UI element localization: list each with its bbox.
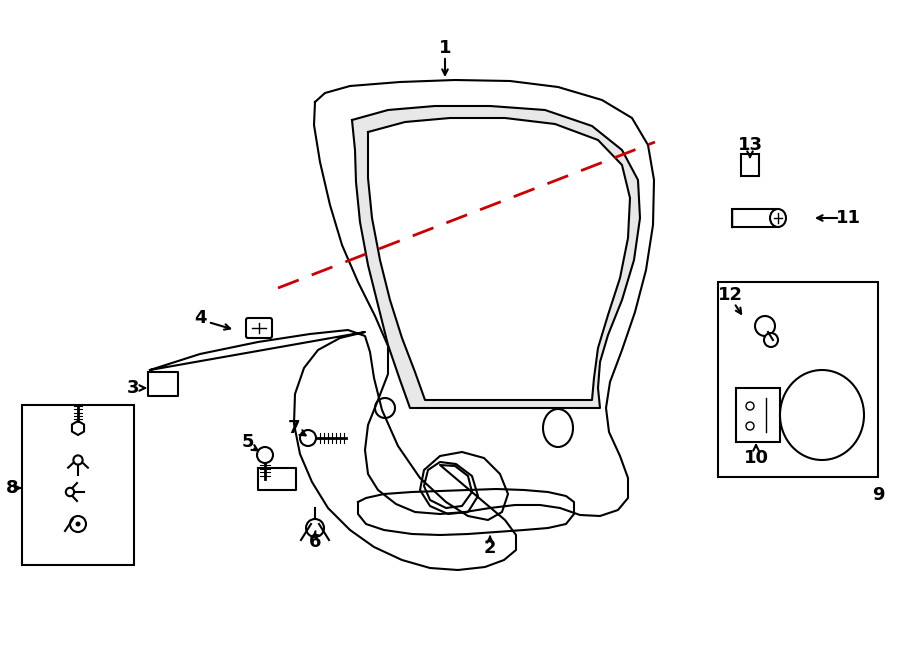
Circle shape [764,333,778,347]
Bar [22,405,134,565]
Circle shape [70,516,86,532]
Circle shape [755,316,775,336]
Polygon shape [258,468,296,490]
Bar [741,154,759,176]
Text: 12: 12 [717,286,742,304]
Bar [736,388,780,442]
Text: 7: 7 [288,419,301,437]
Text: 2: 2 [484,539,496,557]
Circle shape [66,488,74,496]
Circle shape [300,430,316,446]
Polygon shape [368,118,630,400]
Circle shape [257,447,273,463]
Circle shape [74,455,83,465]
Text: 5: 5 [242,433,254,451]
Text: 9: 9 [872,486,884,504]
Polygon shape [314,80,654,516]
Text: 3: 3 [127,379,140,397]
Ellipse shape [770,209,786,227]
Text: 10: 10 [743,449,769,467]
Polygon shape [72,421,84,435]
Polygon shape [358,489,574,535]
Polygon shape [150,330,516,570]
Ellipse shape [780,370,864,460]
Text: 1: 1 [439,39,451,57]
Bar [718,282,878,477]
Text: 8: 8 [5,479,18,497]
Circle shape [306,519,324,537]
Text: 13: 13 [737,136,762,154]
FancyBboxPatch shape [246,318,272,338]
Polygon shape [352,106,640,408]
Bar [732,209,778,227]
Polygon shape [148,372,178,396]
Text: 4: 4 [194,309,206,327]
Circle shape [76,522,80,527]
Text: 11: 11 [835,209,860,227]
Ellipse shape [543,409,573,447]
Text: 6: 6 [309,533,321,551]
